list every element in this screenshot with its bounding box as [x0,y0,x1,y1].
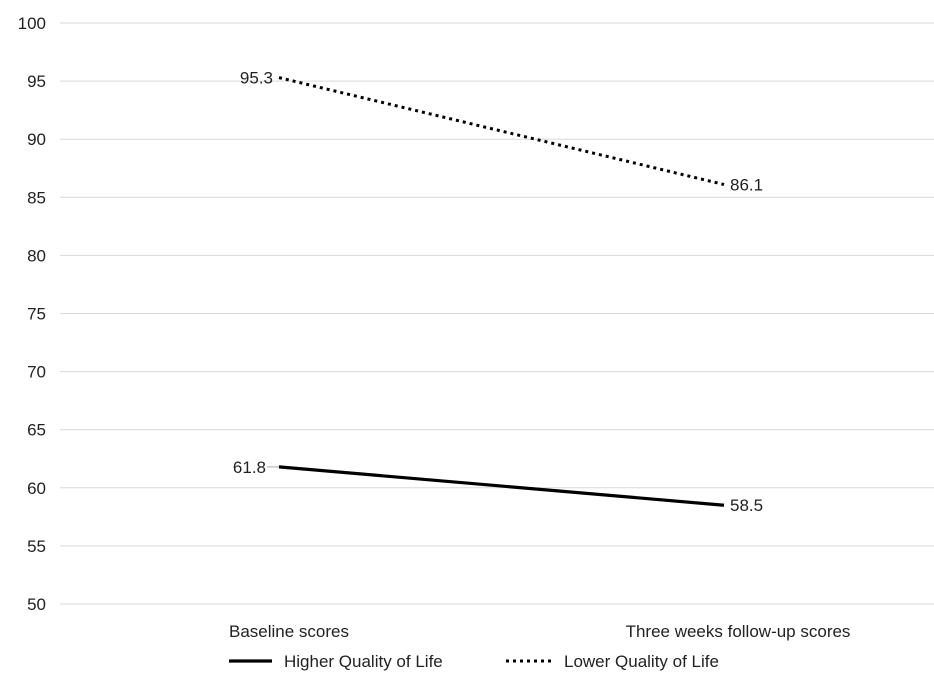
x-category-label: Baseline scores [229,622,349,641]
gridlines [60,22,934,605]
legend-label: Higher Quality of Life [284,652,443,671]
y-tick-label: 90 [27,130,46,149]
y-tick-label: 70 [27,363,46,382]
y-tick-label: 60 [27,479,46,498]
series-lines [267,76,725,507]
series-line-higher-qol [278,465,725,507]
data-label: 58.5 [730,496,763,515]
data-label: 95.3 [240,69,273,88]
y-tick-label: 85 [27,188,46,207]
y-tick-label: 55 [27,537,46,556]
legend: Higher Quality of Life Lower Quality of L… [229,652,719,671]
y-tick-label: 80 [27,246,46,265]
y-tick-label: 75 [27,305,46,324]
legend-label: Lower Quality of Life [564,652,719,671]
y-tick-label: 65 [27,421,46,440]
y-tick-label: 100 [18,14,46,33]
data-labels: 61.8 58.5 95.3 86.1 [233,69,763,516]
x-category-label: Three weeks follow-up scores [626,622,851,641]
y-axis: 50 55 60 65 70 75 80 85 90 95 100 [18,14,46,614]
data-label: 86.1 [730,176,763,195]
series-line-lower-qol [278,76,725,186]
x-axis: Baseline scores Three weeks follow-up sco… [229,622,850,641]
y-tick-label: 95 [27,72,46,91]
data-label: 61.8 [233,458,266,477]
y-tick-label: 50 [27,595,46,614]
